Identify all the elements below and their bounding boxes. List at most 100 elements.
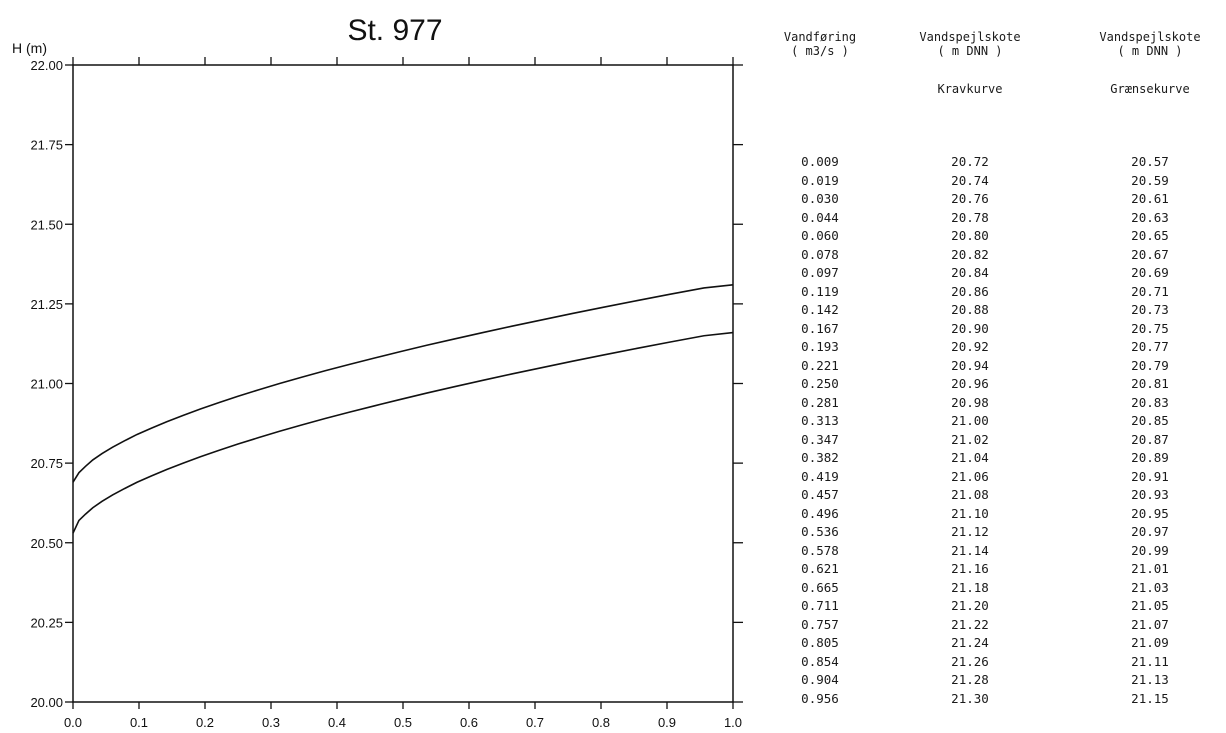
graense-header-unit: ( m DNN ): [1117, 44, 1183, 58]
flow-value: 0.536: [801, 524, 839, 539]
x-tick-label: 0.7: [526, 715, 544, 730]
graense-value: 20.97: [1131, 524, 1169, 539]
graense-value: 20.81: [1131, 376, 1169, 391]
flow-value: 0.167: [801, 320, 839, 336]
graense-value: 20.95: [1131, 505, 1169, 521]
krav-value: 21.18: [951, 579, 989, 595]
krav-header-sub: Kravkurve: [937, 82, 1003, 96]
chart-title: St. 977: [347, 14, 442, 47]
series-line-lower: [72, 331, 734, 534]
graense-header-title: Vandspejlskote: [1099, 30, 1201, 44]
x-tick-label: 0.6: [460, 715, 478, 730]
flow-value: 0.956: [801, 690, 839, 706]
flow-value: 0.578: [801, 542, 839, 558]
krav-value: 20.92: [951, 339, 989, 354]
krav-value: 20.86: [951, 283, 989, 299]
flow-value: 0.904: [801, 672, 839, 687]
graense-header-sub: Grænsekurve: [1110, 82, 1190, 96]
krav-value: 20.82: [951, 246, 989, 262]
y-tick-label: 21.25: [30, 297, 63, 312]
graense-value: 20.87: [1131, 431, 1169, 447]
krav-value: 20.72: [951, 154, 989, 169]
graense-value: 20.59: [1131, 172, 1169, 188]
krav-value: 21.06: [951, 468, 989, 484]
rating-curve-chart: St. 977 H (m) 20.00 20.25 20.50 20.75 21.00 2…: [12, 14, 743, 730]
flow-header-unit: ( m3/s ): [791, 44, 849, 58]
y-tick-label: 20.75: [30, 456, 63, 471]
y-tick-label: 21.50: [30, 217, 63, 232]
flow-value: 0.457: [801, 487, 839, 502]
krav-value: 20.90: [951, 320, 989, 336]
y-tick-label: 20.00: [30, 695, 63, 710]
flow-value: 0.347: [801, 431, 839, 447]
flow-value: 0.030: [801, 191, 839, 206]
flow-column-header: Vandføring ( m3/s ): [760, 30, 880, 58]
flow-value: 0.805: [801, 635, 839, 650]
krav-value: 21.02: [951, 431, 989, 447]
flow-value: 0.078: [801, 246, 839, 262]
y-tick-label: 22.00: [30, 58, 63, 73]
y-tick-label: 20.25: [30, 615, 63, 630]
flow-value: 0.250: [801, 376, 839, 391]
graense-value: 20.99: [1131, 542, 1169, 558]
krav-value: 21.30: [951, 690, 989, 706]
graense-value: 21.05: [1131, 598, 1169, 613]
krav-value: 20.76: [951, 191, 989, 206]
graense-value: 20.85: [1131, 413, 1169, 428]
x-tick-label: 0.2: [196, 715, 214, 730]
graense-value: 20.73: [1131, 302, 1169, 317]
krav-value: 21.24: [951, 635, 989, 650]
flow-value: 0.119: [801, 283, 839, 299]
flow-value: 0.419: [801, 468, 839, 484]
graense-value: 21.03: [1131, 579, 1169, 595]
flow-value: 0.854: [801, 653, 839, 669]
graense-value: 20.57: [1131, 154, 1169, 169]
krav-column-header: Vandspejlskote ( m DNN ) Kravkurve: [900, 30, 1040, 96]
flow-value: 0.019: [801, 172, 839, 188]
graense-value: 20.83: [1131, 394, 1169, 410]
y-axis-label: H (m): [12, 40, 47, 56]
x-tick-label: 1.0: [724, 715, 742, 730]
krav-header-unit: ( m DNN ): [937, 44, 1003, 58]
krav-value: 20.96: [951, 376, 989, 391]
krav-value: 21.00: [951, 413, 989, 428]
graense-values: 20.57 20.59 20.61 20.63 20.65 20.67 20.69 20.71…: [1090, 153, 1210, 708]
graense-value: 20.77: [1131, 339, 1169, 354]
graense-value: 20.65: [1131, 228, 1169, 243]
krav-value: 21.14: [951, 542, 989, 558]
graense-value: 21.01: [1131, 561, 1169, 576]
krav-value: 21.12: [951, 524, 989, 539]
flow-value: 0.313: [801, 413, 839, 428]
flow-value: 0.097: [801, 265, 839, 280]
krav-values: 20.72 20.74 20.76 20.78 20.80 20.82 20.84 20.86…: [910, 153, 1030, 708]
graense-value: 21.09: [1131, 635, 1169, 650]
graense-value: 20.69: [1131, 265, 1169, 280]
flow-value: 0.665: [801, 579, 839, 595]
graense-value: 20.91: [1131, 468, 1169, 484]
krav-value: 20.80: [951, 228, 989, 243]
flow-value: 0.044: [801, 209, 839, 225]
krav-value: 20.84: [951, 265, 989, 280]
y-tick-label: 20.50: [30, 536, 63, 551]
krav-value: 21.22: [951, 616, 989, 632]
flow-value: 0.757: [801, 616, 839, 632]
krav-value: 20.94: [951, 357, 989, 373]
flow-value: 0.221: [801, 357, 839, 373]
flow-value: 0.382: [801, 450, 839, 465]
krav-value: 21.28: [951, 672, 989, 687]
graense-value: 20.71: [1131, 283, 1169, 299]
flow-value: 0.193: [801, 339, 839, 354]
x-tick-label: 0.9: [658, 715, 676, 730]
x-tick-label: 0.8: [592, 715, 610, 730]
graense-value: 21.15: [1131, 690, 1169, 706]
flow-value: 0.496: [801, 505, 839, 521]
graense-value: 20.63: [1131, 209, 1169, 225]
graense-value: 20.93: [1131, 487, 1169, 502]
flow-value: 0.281: [801, 394, 839, 410]
graense-value: 21.07: [1131, 616, 1169, 632]
krav-value: 21.08: [951, 487, 989, 502]
krav-value: 21.10: [951, 505, 989, 521]
krav-header-title: Vandspejlskote: [919, 30, 1021, 44]
x-tick-label: 0.3: [262, 715, 280, 730]
flow-value: 0.711: [801, 598, 839, 613]
